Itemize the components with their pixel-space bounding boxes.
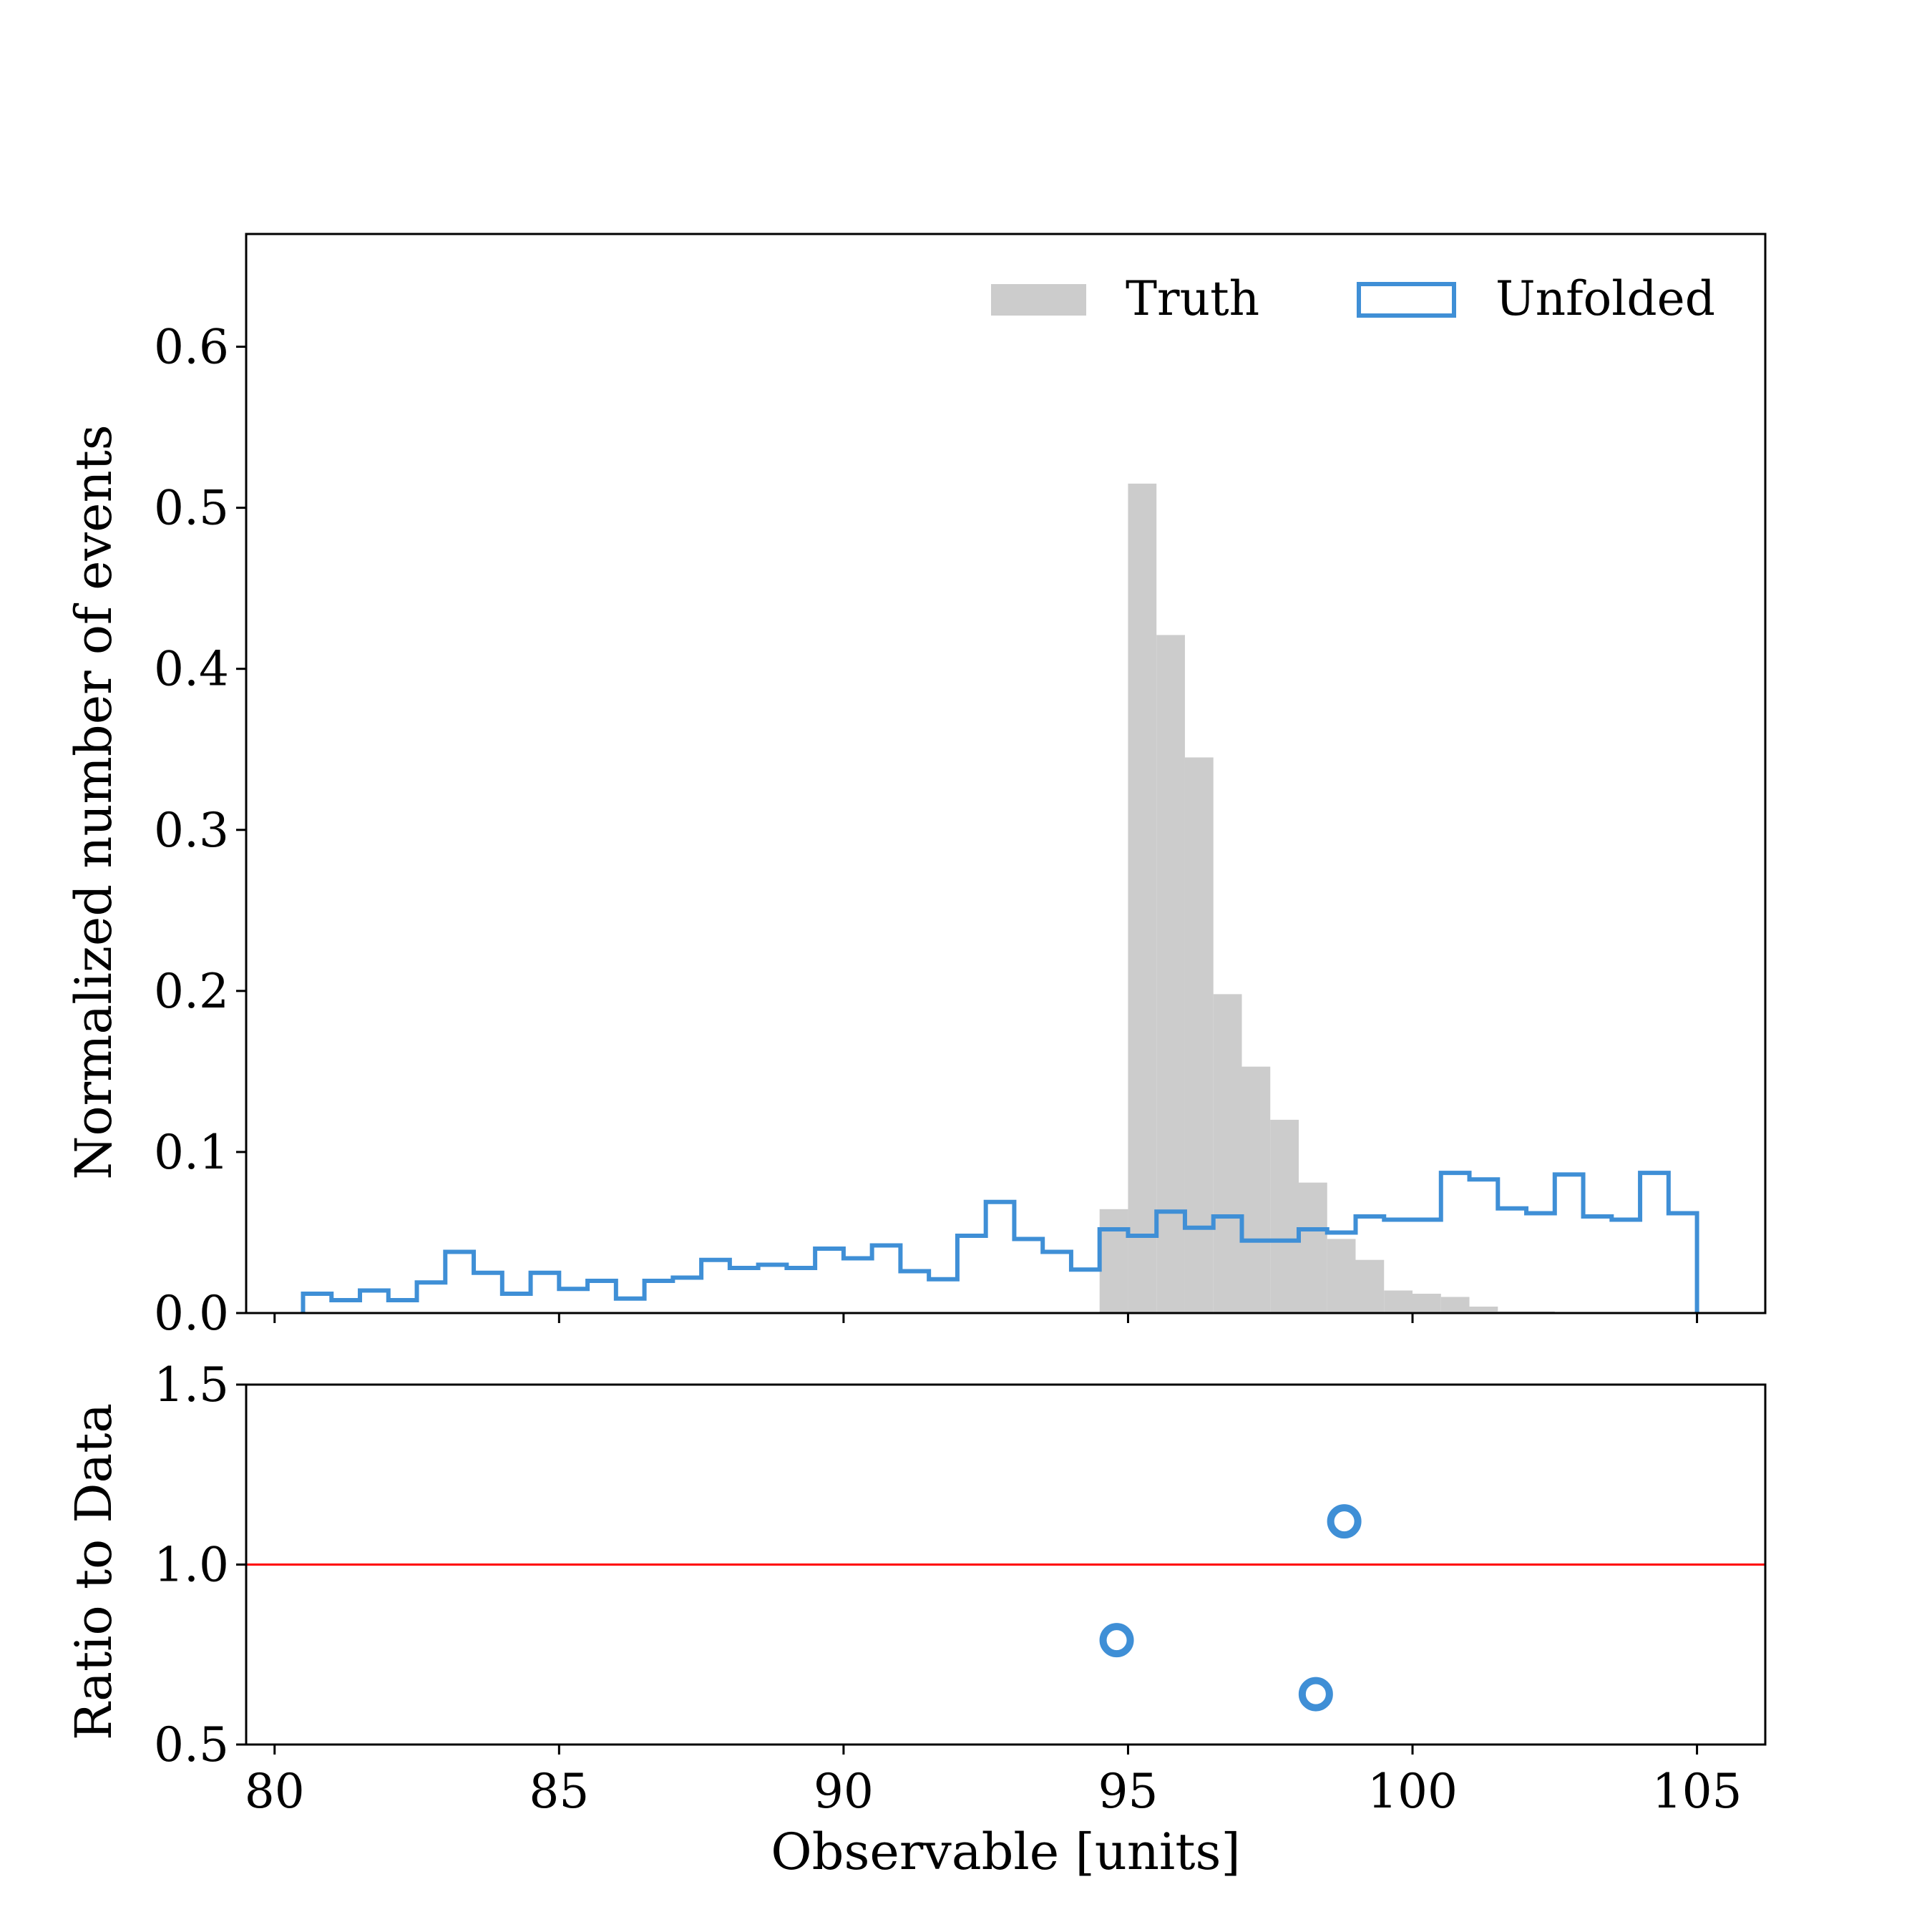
ratio-y-tick-label: 0.5	[154, 1717, 229, 1772]
legend-truth-label: Truth	[1126, 271, 1259, 326]
ratio-y-tick-label: 1.0	[154, 1538, 229, 1593]
truth-bar	[1184, 757, 1214, 1313]
ratio-x-tick-label: 100	[1367, 1764, 1458, 1819]
legend-truth-swatch	[991, 284, 1086, 316]
truth-bar	[1440, 1297, 1470, 1313]
truth-bar	[1128, 483, 1157, 1313]
ratio-x-tick-label: 80	[245, 1764, 305, 1819]
truth-bar	[1298, 1182, 1327, 1313]
truth-bar	[1413, 1293, 1441, 1313]
main-y-tick-label: 0.1	[154, 1125, 229, 1180]
legend-unfolded-label: Unfolded	[1496, 271, 1715, 326]
ratio-x-tick-label: 95	[1098, 1764, 1158, 1819]
truth-bar	[1241, 1066, 1271, 1313]
ratio-point	[1099, 1623, 1134, 1658]
ratio-x-tick-label: 105	[1652, 1764, 1742, 1819]
ratio-x-tick-label: 85	[529, 1764, 589, 1819]
main-histogram-panel: 0.0 0.1 0.2 0.3 0.4 0.5 0.6 Normalized number o…	[64, 233, 1767, 1341]
ratio-point	[1327, 1504, 1362, 1539]
truth-bar	[1099, 1209, 1128, 1313]
unfolded-step-line	[301, 1171, 1699, 1313]
main-y-tick-label: 0.0	[154, 1286, 229, 1341]
main-y-axis-title: Normalized number of events	[64, 424, 123, 1179]
ratio-x-tick-label: 90	[814, 1764, 874, 1819]
truth-bar	[1213, 994, 1242, 1313]
ratio-point	[1298, 1677, 1333, 1712]
truth-bar	[1327, 1239, 1356, 1313]
main-axes-frame	[245, 233, 1767, 1314]
x-axis-title: Observable [units]	[771, 1823, 1240, 1881]
ratio-panel: 0.5 1.0 1.5 80 85 90 95 100 105 Observable [units…	[64, 1357, 1767, 1881]
truth-bar	[1156, 635, 1185, 1313]
main-y-tick-label: 0.6	[154, 320, 229, 375]
main-y-tick-label: 0.5	[154, 481, 229, 536]
legend-unfolded-swatch	[1357, 282, 1456, 318]
main-y-tick-label: 0.4	[154, 642, 229, 697]
truth-bar	[1384, 1290, 1413, 1313]
truth-bar	[1469, 1306, 1498, 1313]
truth-bar	[1270, 1119, 1299, 1313]
truth-bar	[1355, 1259, 1385, 1313]
main-y-tick-label: 0.2	[154, 964, 229, 1019]
main-y-tick-label: 0.3	[154, 803, 229, 858]
ratio-y-tick-label: 1.5	[154, 1357, 229, 1413]
ratio-y-axis-title: Ratio to Data	[64, 1403, 123, 1740]
